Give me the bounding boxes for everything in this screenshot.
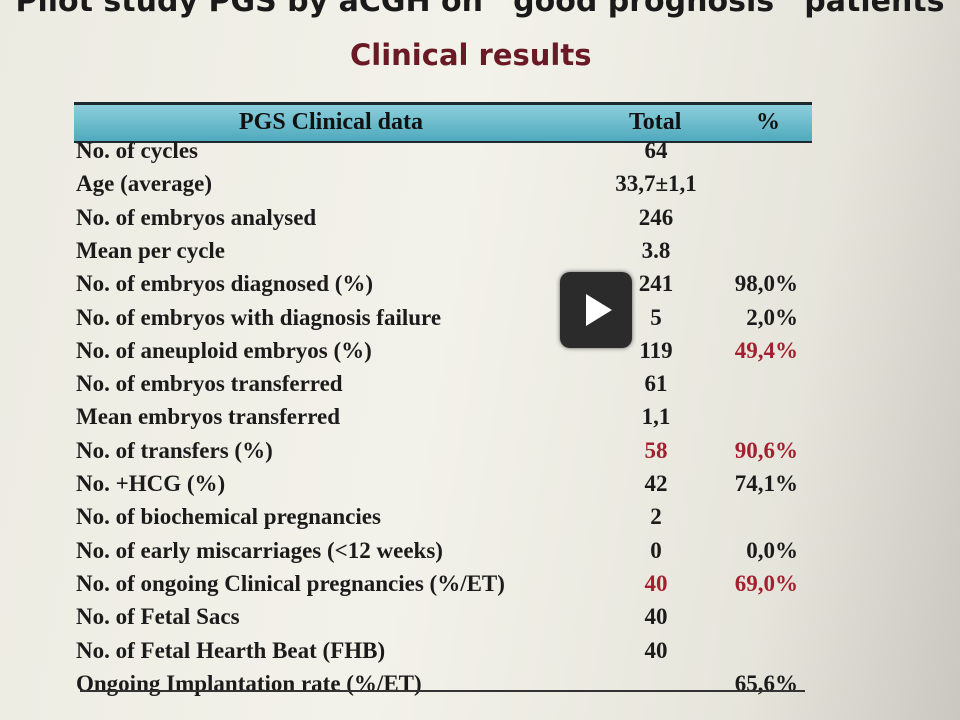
total-cell: 42	[644, 471, 668, 496]
total-cell: 40	[644, 570, 668, 596]
percent-cell: 90,6%	[734, 437, 798, 463]
rule	[80, 690, 805, 692]
table-row: No. of embryos transferred 61	[76, 371, 806, 403]
row-label: No. of early miscarriages (<12 weeks)	[76, 537, 443, 563]
row-label: No. of cycles	[76, 138, 198, 163]
row-label: No. of Fetal Hearth Beat (FHB)	[76, 637, 386, 663]
total-cell: 3.8	[641, 237, 671, 263]
table-row: No. of cycles 64	[76, 138, 806, 170]
table-row: No. of biochemical pregnancies 2	[76, 504, 806, 536]
table-row: No. of Fetal Hearth Beat (FHB) 40	[76, 638, 806, 670]
table-row: Mean per cycle 3.8	[76, 238, 806, 270]
total-cell: 40	[644, 637, 668, 663]
table-row: No. +HCG (%) 42 74,1%	[76, 471, 806, 503]
total-cell: 2	[650, 504, 662, 530]
row-label: No. of biochemical pregnancies	[76, 504, 381, 530]
row-label: No. of Fetal Sacs	[76, 604, 240, 630]
row-label: No. of embryos diagnosed (%)	[76, 271, 374, 297]
subtitle: Clinical results	[350, 38, 592, 72]
row-label: No. of ongoing Clinical pregnancies (%/E…	[76, 570, 505, 596]
total-cell: 58	[644, 437, 668, 463]
row-label: Mean per cycle	[76, 237, 226, 263]
table-row: No. of embryos diagnosed (%) 241 98,0%	[76, 271, 806, 303]
row-label: No. of transfers (%)	[76, 437, 273, 463]
column-header: %	[756, 109, 780, 135]
total-cell: 5	[650, 304, 662, 330]
table-row: No. of embryos with diagnosis failure 5 2,…	[76, 305, 806, 337]
table-row: No. of embryos analysed 246	[76, 205, 806, 237]
row-label: No. of aneuploid embryos (%)	[76, 337, 372, 363]
row-label: No. +HCG (%)	[76, 471, 226, 496]
total-cell: 64	[644, 138, 668, 163]
table-row: No. of Fetal Sacs 40	[76, 604, 806, 636]
column-header: PGS Clinical data	[239, 109, 424, 135]
total-cell: 0	[650, 537, 662, 563]
total-cell: 241	[638, 271, 674, 297]
row-label: No. of embryos with diagnosis failure	[76, 304, 442, 330]
row-label: Age (average)	[76, 171, 213, 197]
percent-cell: 0,0%	[746, 537, 798, 563]
title: Pilot study PGS by aCGH on “good prognos…	[15, 0, 945, 19]
percent-cell: 74,1%	[734, 471, 798, 496]
column-header: Total	[629, 109, 682, 135]
percent-cell: 69,0%	[734, 570, 798, 596]
total-cell: 61	[644, 371, 668, 397]
percent-cell: 65,6%	[734, 670, 798, 696]
row-label: No. of embryos transferred	[76, 371, 343, 397]
total-cell: 246	[638, 204, 674, 230]
table-row: Ongoing Implantation rate (%/ET) 65,6%	[76, 671, 806, 703]
row-label: No. of embryos analysed	[76, 204, 317, 230]
total-cell: 33,7±1,1	[615, 171, 697, 197]
row-label: Mean embryos transferred	[76, 404, 341, 430]
percent-cell: 49,4%	[734, 337, 798, 363]
percent-cell: 2,0%	[746, 304, 798, 330]
total-cell: 1,1	[641, 404, 671, 430]
table-row: Mean embryos transferred 1,1	[76, 404, 806, 436]
row-label: Ongoing Implantation rate (%/ET)	[76, 670, 422, 696]
table-header: PGS Clinical data Total %	[74, 102, 812, 143]
table-row: No. of early miscarriages (<12 weeks) 0 0,…	[76, 538, 806, 570]
percent-cell: 98,0%	[734, 271, 798, 297]
table-row: Age (average) 33,7±1,1	[76, 171, 806, 203]
total-cell: 119	[639, 337, 673, 363]
play-button[interactable]	[560, 272, 632, 348]
play-icon	[586, 294, 612, 326]
total-cell: 40	[644, 604, 668, 630]
table-row: No. of ongoing Clinical pregnancies (%/E…	[76, 571, 806, 603]
table-row: No. of aneuploid embryos (%) 119 49,4%	[76, 338, 806, 370]
table-row: No. of transfers (%) 58 90,6%	[76, 438, 806, 470]
